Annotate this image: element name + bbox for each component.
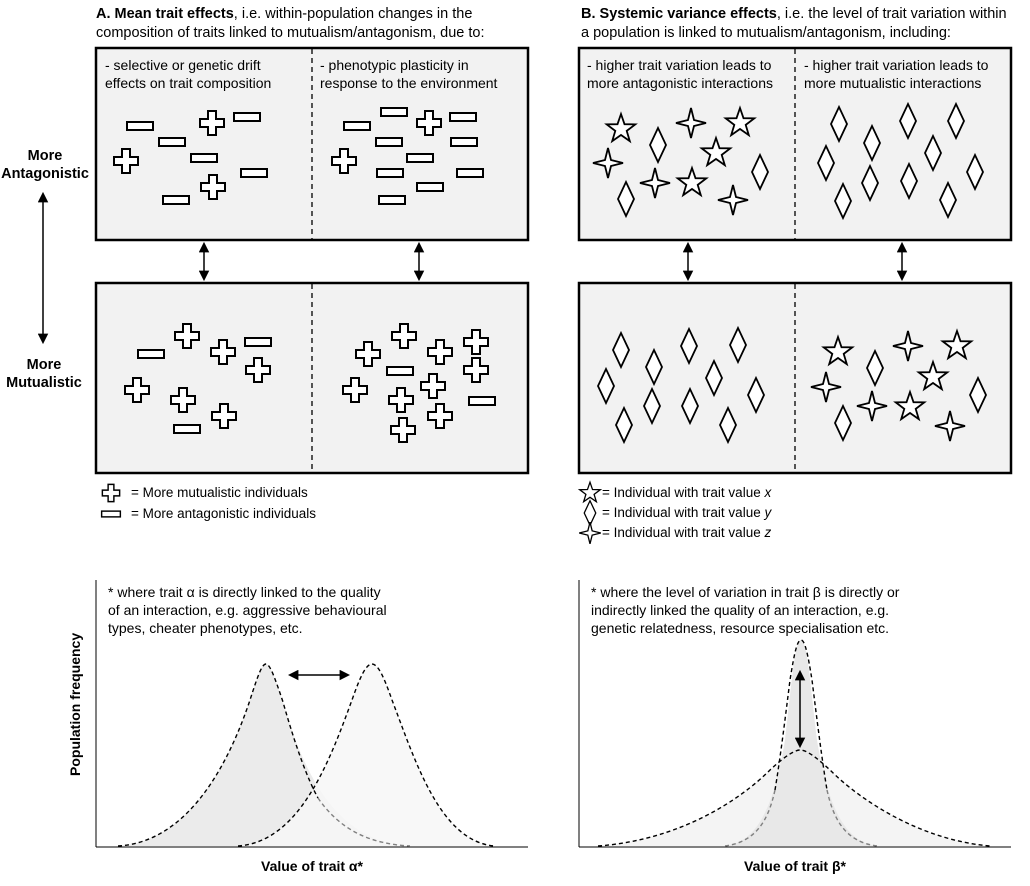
plot-a xyxy=(95,580,528,848)
panel-a-letter: A. xyxy=(96,6,111,22)
curve-a-left xyxy=(118,664,410,846)
panel-b-col2-caption: - higher trait variation leads to more m… xyxy=(804,56,988,92)
panel-b-heading-line2: a population is linked to mutualism/anta… xyxy=(581,25,951,41)
plot-a-note-line2: of an interaction, e.g. aggressive behav… xyxy=(108,602,387,618)
plot-b-note-line2: indirectly linked the quality of an inte… xyxy=(591,602,890,618)
legend-b-x-text: = Individual with trait value xyxy=(602,485,765,500)
panel-b-col2-line1: - higher trait variation leads to xyxy=(804,57,989,73)
plot-b-note-line3: genetic relatedness, resource specialisa… xyxy=(591,620,890,636)
plot-b-note-line1: * where the level of variation in trait … xyxy=(591,584,900,600)
legend-a-plus: = More mutualistic individuals xyxy=(131,485,308,500)
panel-a-title: Mean trait effects xyxy=(114,6,234,22)
legend-b-icons xyxy=(578,481,602,545)
plot-a-x-label: Value of trait α* xyxy=(261,858,363,874)
legend-b-y-text: = Individual with trait value xyxy=(602,505,765,520)
connector-arrows xyxy=(198,241,908,282)
panel-a-heading-rest: , i.e. within-population changes in the xyxy=(233,6,473,22)
panel-b-letter: B. xyxy=(581,6,596,22)
plot-a-note-line3: types, cheater phenotypes, etc. xyxy=(108,620,303,636)
y-axis-label: Population frequency xyxy=(67,632,83,776)
plot-b-note: * where the level of variation in trait … xyxy=(591,583,899,637)
more-antagonistic-line1: More xyxy=(27,148,63,164)
panel-a-col1-line2: effects on trait composition xyxy=(105,75,272,91)
panel-a-col2-line1: - phenotypic plasticity in xyxy=(320,57,469,73)
panel-b-col1-caption: - higher trait variation leads to more a… xyxy=(587,56,773,92)
panel-a-bottom-box xyxy=(94,281,530,475)
legend-a-minus-text: = More antagonistic individuals xyxy=(131,506,316,521)
legend-b-x: = Individual with trait value x xyxy=(602,485,771,500)
panel-b-title: Systemic variance effects xyxy=(599,6,777,22)
legend-b-z: = Individual with trait value z xyxy=(602,525,771,540)
panel-a-col1-caption: - selective or genetic drift effects on … xyxy=(105,56,271,92)
panel-b-heading: B. Systemic variance effects, i.e. the l… xyxy=(581,5,1021,43)
legend-b-y-var: y xyxy=(764,505,772,520)
panel-a-heading-line2: composition of traits linked to mutualis… xyxy=(96,25,485,41)
panel-b-col1-line2: more antagonistic interactions xyxy=(587,75,773,91)
more-mutualistic-label: More Mutualistic xyxy=(0,356,88,392)
legend-b-z-text: = Individual with trait value xyxy=(602,525,765,540)
panel-a-col2-caption: - phenotypic plasticity in response to t… xyxy=(320,56,497,92)
legend-a-plus-text: = More mutualistic individuals xyxy=(131,485,308,500)
legend-b-z-var: z xyxy=(764,525,772,540)
plot-b xyxy=(578,580,1011,848)
legend-a-minus: = More antagonistic individuals xyxy=(131,506,316,521)
curve-a-right xyxy=(238,664,495,846)
plot-a-note: * where trait α is directly linked to th… xyxy=(108,583,387,637)
panel-a-heading: A. Mean trait effects, i.e. within-popul… xyxy=(96,5,536,43)
more-mutualistic-line2: Mutualistic xyxy=(6,375,82,391)
panel-b-col2-line2: more mutualistic interactions xyxy=(804,75,982,91)
legend-a-icons xyxy=(100,483,122,518)
panel-b-top-box xyxy=(577,46,1013,242)
more-antagonistic-label: More Antagonistic xyxy=(0,147,90,183)
panel-a-col2-line2: response to the environment xyxy=(320,75,498,91)
plot-b-x-label: Value of trait β* xyxy=(744,858,846,874)
plot-a-note-line1: * where trait α is directly linked to th… xyxy=(108,584,381,600)
legend-b-x-var: x xyxy=(764,485,772,500)
more-mutualistic-line1: More xyxy=(26,357,62,373)
panel-b-heading-rest: , i.e. the level of trait variation with… xyxy=(776,6,1007,22)
panel-a-col1-line1: - selective or genetic drift xyxy=(105,57,261,73)
panel-b-bottom-box xyxy=(577,281,1013,475)
legend-b-y: = Individual with trait value y xyxy=(602,505,771,520)
more-antagonistic-line2: Antagonistic xyxy=(1,166,89,182)
panel-b-col1-line1: - higher trait variation leads to xyxy=(587,57,772,73)
